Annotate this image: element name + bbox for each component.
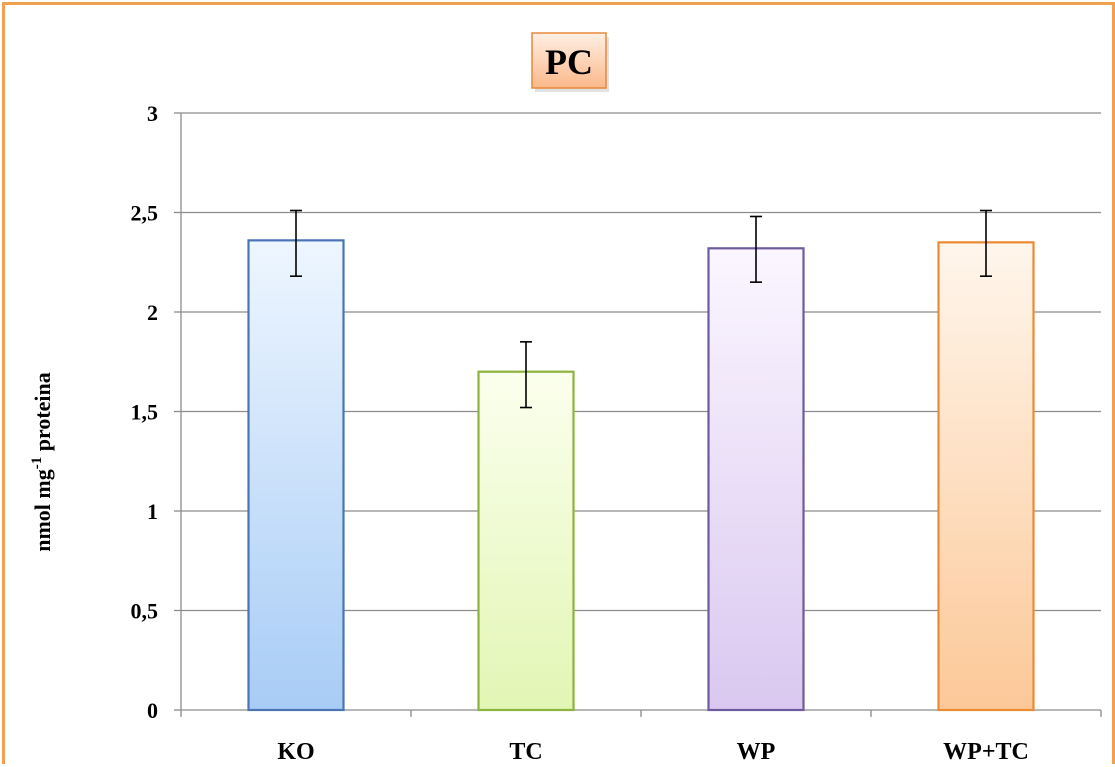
error-bars [290, 209, 992, 409]
y-axis-label: nmol mg-1 proteina [29, 372, 55, 552]
error-bar [750, 215, 762, 283]
error-bar [980, 209, 992, 277]
error-bar [290, 209, 302, 277]
bar-ko [247, 239, 345, 712]
chart-title-group: PC [531, 32, 609, 92]
y-tick-label: 0 [147, 698, 158, 723]
y-tick-label: 2,5 [131, 201, 159, 226]
x-category-label: TC [509, 739, 542, 765]
y-axis-label-superscript: -1 [29, 457, 45, 470]
chart-title: PC [545, 42, 593, 82]
y-tick-label: 3 [147, 101, 158, 126]
y-tick-label: 0,5 [131, 599, 159, 624]
y-tick-label: 1,5 [131, 400, 159, 425]
y-tick-labels: 0 0,5 1 1,5 2 2,5 3 [131, 101, 159, 723]
chart-title-box [531, 32, 607, 89]
x-category-label: KO [277, 739, 314, 765]
error-bar [520, 341, 532, 409]
bar-wp [707, 247, 805, 712]
x-category-label: WP [737, 739, 776, 765]
x-category-labels: KO TC WP WP+TC [277, 739, 1029, 765]
bar-tc [477, 370, 575, 712]
y-axis-label-prefix: nmol mg [30, 469, 55, 552]
y-tick-label: 1 [147, 499, 158, 524]
bars [247, 239, 1035, 712]
y-tick-label: 2 [147, 300, 158, 325]
bar-wp-tc [937, 241, 1035, 712]
y-axis-label-suffix: proteina [30, 372, 55, 457]
x-category-label: WP+TC [943, 739, 1029, 765]
